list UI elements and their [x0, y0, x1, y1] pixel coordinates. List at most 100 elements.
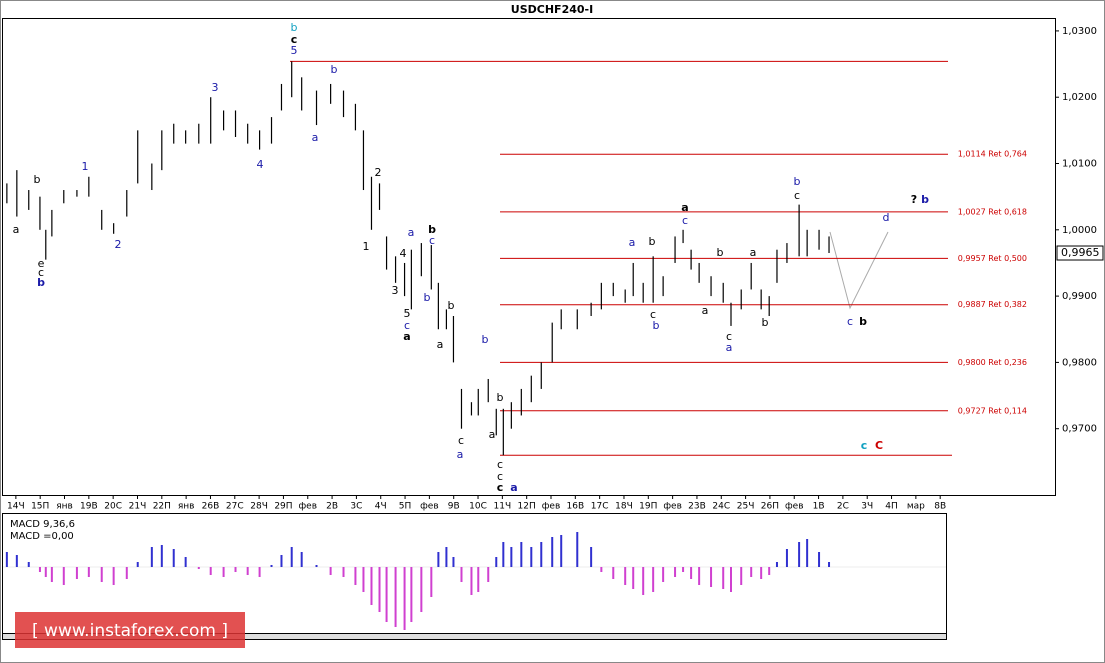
x-tick-label: 27С: [226, 502, 244, 512]
wave-label: c: [847, 315, 853, 328]
macd-bar: [62, 567, 65, 585]
x-tick-label: янв: [178, 502, 195, 512]
macd-bar: [112, 567, 115, 585]
wave-label: a: [312, 131, 319, 144]
y-tick-label: 0,9900: [1062, 291, 1097, 302]
macd-bar: [470, 567, 473, 595]
level-label: 0,9887 Ret 0,382: [958, 300, 1027, 309]
x-tick-label: 19П: [639, 502, 657, 512]
macd-bar: [437, 552, 440, 567]
wave-label: b: [448, 299, 455, 312]
macd-bar: [410, 567, 413, 622]
x-tick-label: 4Ч: [375, 502, 387, 512]
wave-label: 2: [375, 166, 382, 179]
wave-label: b: [717, 246, 724, 259]
x-tick-label: 1В: [813, 502, 825, 512]
macd-bar: [740, 567, 743, 585]
price-panel: [2, 18, 1056, 496]
chart-title: USDCHF240-I: [511, 3, 593, 16]
macd-bar: [477, 567, 480, 592]
macd-bar: [136, 562, 139, 567]
macd-bar: [510, 547, 513, 567]
x-tick-label: 8В: [934, 502, 946, 512]
macd-bar: [682, 567, 685, 572]
macd-bar: [624, 567, 627, 585]
wave-label: c: [861, 439, 868, 452]
macd-bar: [100, 567, 103, 582]
x-tick-label: 15П: [31, 502, 49, 512]
wave-label: c: [458, 434, 464, 447]
x-tick-label: 23В: [688, 502, 706, 512]
macd-bar: [520, 542, 523, 567]
macd-bar: [722, 567, 725, 589]
macd-bar: [674, 567, 677, 577]
macd-bar: [370, 567, 373, 605]
macd-bar: [15, 555, 18, 567]
x-tick-label: фев: [420, 502, 439, 512]
wave-label: b: [794, 175, 801, 188]
wave-label: a: [457, 448, 464, 461]
wave-label: c: [497, 481, 504, 494]
x-tick-label: мар: [907, 502, 925, 512]
x-tick-label: фев: [663, 502, 682, 512]
wave-label: c: [682, 214, 688, 227]
wave-label: c: [497, 458, 503, 471]
x-tick-label: 26П: [761, 502, 779, 512]
x-tick-label: 18Ч: [615, 502, 633, 512]
x-tick-label: 20С: [104, 502, 122, 512]
wave-label: c: [650, 308, 656, 321]
x-tick-label: фев: [298, 502, 317, 512]
x-tick-label: 5П: [399, 502, 412, 512]
macd-bar: [540, 542, 543, 567]
wave-label: ?: [911, 193, 917, 206]
macd-bar: [258, 567, 261, 577]
macd-bar: [652, 567, 655, 592]
wave-label: e: [38, 257, 45, 270]
macd-bar: [172, 549, 175, 567]
x-tick-label: 22П: [153, 502, 171, 512]
wave-label: a: [489, 428, 496, 441]
watermark: [ www.instaforex.com ]: [32, 621, 228, 641]
macd-strip: [2, 633, 947, 640]
macd-bar: [806, 539, 809, 567]
x-tick-label: 9В: [448, 502, 460, 512]
wave-label: b: [331, 63, 338, 76]
macd-bar: [87, 567, 90, 577]
macd-bar: [75, 567, 78, 579]
last-price-label: 0,9965: [1061, 246, 1100, 259]
x-tick-label: 3Ч: [861, 502, 873, 512]
macd-bar: [38, 567, 41, 572]
macd-bar: [662, 567, 665, 582]
macd-bar: [798, 542, 801, 567]
x-tick-label: 17С: [591, 502, 609, 512]
macd-bar: [576, 532, 579, 567]
watermark-box: [15, 612, 245, 648]
wave-label: b: [424, 291, 431, 304]
x-tick-label: фев: [785, 502, 804, 512]
macd-bar: [551, 537, 554, 567]
x-tick-label: 14Ч: [7, 502, 25, 512]
x-tick-label: 24С: [712, 502, 730, 512]
macd-bar: [698, 567, 701, 585]
macd-bar: [632, 567, 635, 589]
wave-label: C: [875, 439, 883, 452]
macd-bar: [612, 567, 615, 579]
macd-title: MACD 9,36,6: [10, 519, 75, 530]
wave-label: c: [404, 319, 410, 332]
macd-bar: [590, 547, 593, 567]
level-label: 1,0027 Ret 0,618: [958, 207, 1027, 216]
wave-label: b: [291, 21, 298, 34]
wave-label: b: [482, 333, 489, 346]
y-tick-label: 1,0200: [1062, 92, 1097, 103]
x-tick-label: 16В: [567, 502, 585, 512]
x-tick-label: 2С: [837, 502, 849, 512]
x-tick-label: 4П: [885, 502, 898, 512]
macd-bar: [495, 557, 498, 567]
x-tick-label: янв: [56, 502, 73, 512]
wave-label: 3: [212, 81, 219, 94]
macd-bar: [342, 567, 345, 577]
macd-bar: [452, 557, 455, 567]
forecast-path: [829, 231, 889, 310]
wave-label: 3: [392, 284, 399, 297]
